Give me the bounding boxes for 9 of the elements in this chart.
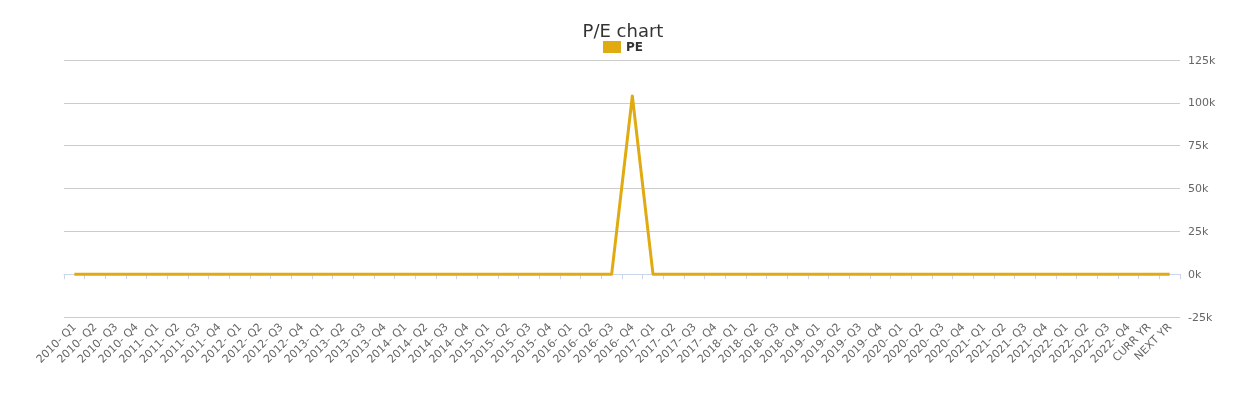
y-tick-label: 0k (1188, 267, 1202, 281)
y-tick-label: 25k (1188, 224, 1209, 238)
legend-label: PE (626, 40, 643, 54)
chart-title: P/E chart (582, 19, 664, 41)
y-tick-label: 75k (1188, 139, 1209, 153)
y-tick-label: 100k (1188, 96, 1216, 110)
y-tick-label: 50k (1188, 182, 1209, 195)
y-tick-label: -25k (1188, 310, 1213, 324)
y-tick-label: 125k (1188, 53, 1216, 67)
